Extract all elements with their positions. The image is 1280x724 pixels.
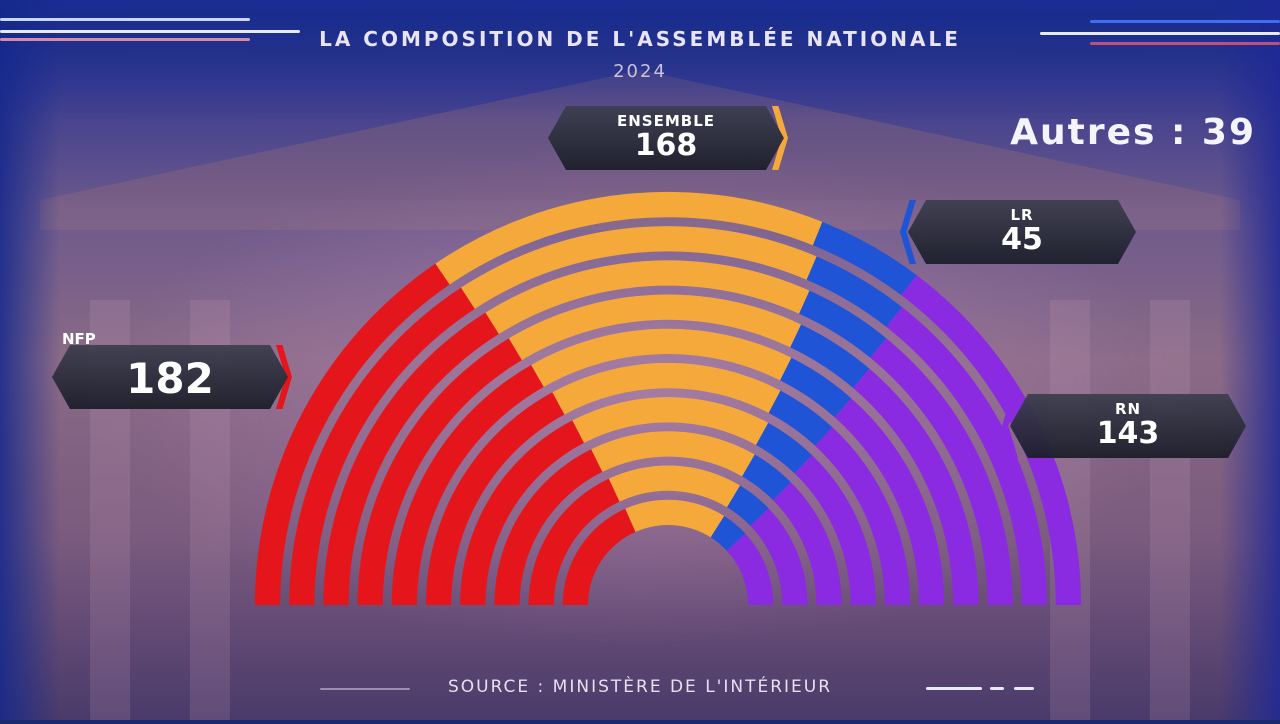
footer-deco-line	[1014, 687, 1034, 690]
label-plate-rn: RN 143	[1010, 394, 1246, 458]
seat-arc-nfp	[562, 508, 636, 605]
seat-arc-ensemble	[552, 362, 781, 415]
seat-arc-rn	[750, 508, 808, 605]
label-value-ensemble: 168	[634, 128, 698, 163]
background-left-edge	[0, 0, 60, 720]
seat-arc-lr	[710, 515, 746, 551]
seat-arc-nfp	[494, 449, 603, 605]
seat-arc-lr	[742, 454, 791, 501]
header-deco-line	[1040, 32, 1280, 35]
seat-arc-ensemble	[435, 191, 823, 285]
seat-arc-nfp	[323, 312, 499, 605]
label-name-nfp: NFP	[62, 330, 96, 348]
label-plate-nfp: 182	[52, 345, 288, 409]
header-deco-line	[0, 30, 300, 33]
seat-arc-rn	[772, 482, 842, 605]
header-deco-line	[0, 38, 250, 41]
seat-arc-lr	[756, 422, 813, 474]
seat-arc-nfp	[528, 478, 620, 605]
page-title: LA COMPOSITION DE L'ASSEMBLÉE NATIONALE	[319, 27, 961, 51]
seat-arc-ensemble	[508, 294, 802, 361]
seat-arc-ensemble	[460, 226, 817, 309]
seat-arc-lr	[812, 221, 917, 296]
seat-arc-lr	[799, 290, 887, 358]
others-count: Autres : 39	[1010, 112, 1256, 153]
source-text: SOURCE : MINISTÈRE DE L'INTÉRIEUR	[447, 677, 833, 697]
seat-arc-lr	[790, 324, 870, 388]
header-deco-line	[1090, 42, 1280, 45]
seat-arc-lr	[768, 390, 833, 446]
seat-arc-nfp	[460, 420, 584, 605]
seat-arc-ensemble	[531, 328, 792, 387]
header-deco-line	[0, 18, 250, 21]
seat-arc-lr	[780, 357, 852, 418]
seat-arc-rn	[815, 427, 911, 605]
seat-arc-ensemble	[485, 260, 810, 335]
label-plate-ensemble: ENSEMBLE 168	[548, 106, 784, 170]
seat-arc-ensemble	[591, 431, 755, 477]
header-deco-line	[1090, 20, 1280, 23]
label-value-rn: 143	[1096, 416, 1160, 451]
label-name-ensemble: ENSEMBLE	[616, 112, 715, 130]
seat-arc-nfp	[289, 287, 475, 605]
label-value-nfp: 182	[126, 354, 214, 403]
page-year: 2024	[613, 61, 667, 82]
seat-arc-nfp	[254, 263, 450, 605]
seat-arc-nfp	[357, 338, 522, 605]
seat-arc-ensemble	[608, 465, 741, 508]
label-plate-lr: LR 45	[908, 200, 1136, 264]
seat-arc-rn	[852, 368, 979, 605]
seat-arc-nfp	[425, 392, 565, 605]
label-name-rn: RN	[1114, 400, 1142, 418]
seat-arc-lr	[806, 256, 903, 327]
background-right-edge	[1220, 0, 1280, 720]
seat-arc-rn	[726, 533, 774, 605]
footer-deco-line	[320, 688, 410, 690]
label-value-lr: 45	[1001, 222, 1043, 257]
label-name-lr: LR	[1010, 206, 1034, 224]
seat-arc-ensemble	[572, 397, 769, 446]
seat-arc-lr	[727, 485, 769, 526]
seat-arc-rn	[834, 398, 945, 605]
footer-deco-line	[926, 687, 982, 690]
footer-deco-line	[990, 687, 1004, 690]
seat-arc-ensemble	[625, 499, 725, 538]
seat-arc-nfp	[391, 364, 544, 605]
seat-arc-rn	[870, 338, 1013, 605]
seat-arc-rn	[794, 455, 876, 605]
